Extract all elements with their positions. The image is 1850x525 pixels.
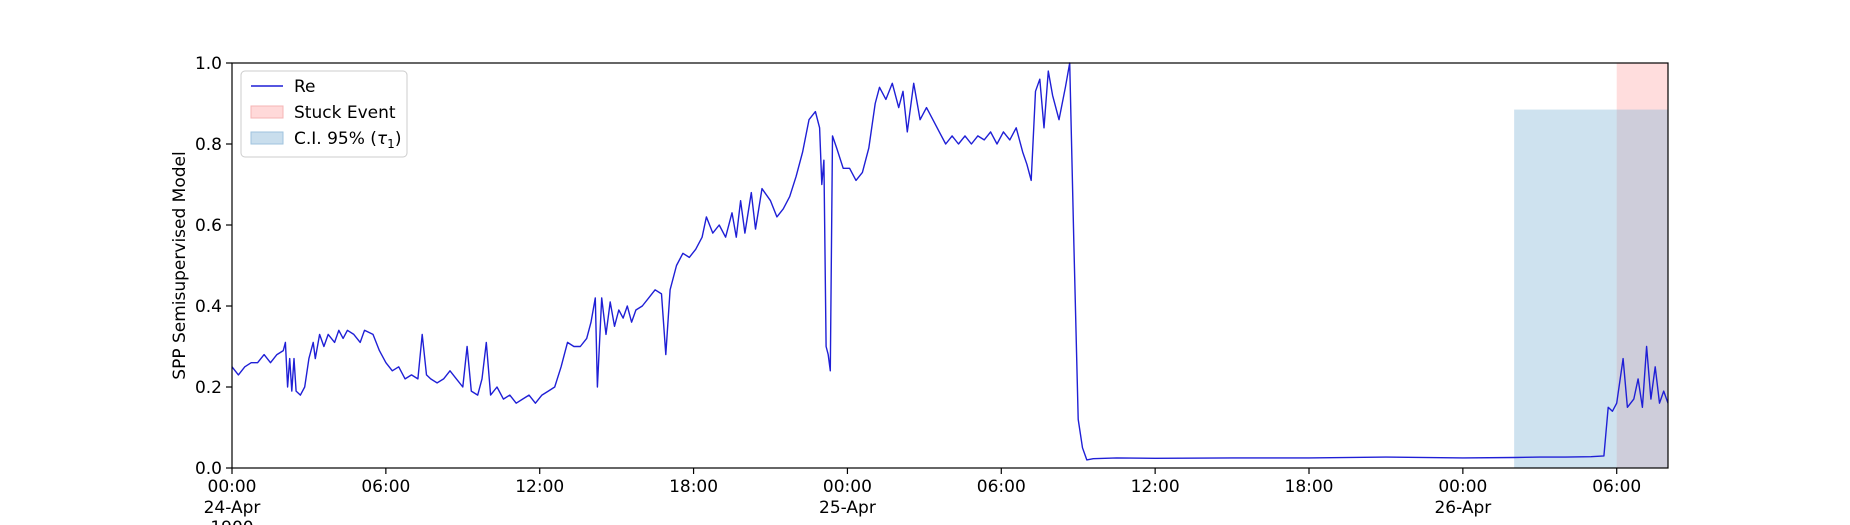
x-tick-label: 06:00 [361, 477, 410, 497]
x-tick-date-label: 25-Apr [819, 498, 876, 518]
y-axis: 0.0 0.2 0.4 0.6 0.8 1.0 [195, 54, 232, 479]
y-axis-label: SPP Semisupervised Model [170, 151, 190, 379]
confidence-interval-span [1514, 109, 1668, 468]
legend-patch-swatch [250, 105, 284, 119]
highlight-spans [1514, 63, 1668, 468]
x-tick-label: 12:00 [515, 477, 564, 497]
legend: Re Stuck Event C.I. 95% (τ1) [240, 70, 408, 158]
x-tick-label: 06:00 [1592, 477, 1641, 497]
series-line-re [231, 62, 1669, 461]
y-tick-label: 0.2 [195, 378, 222, 398]
y-tick-label: 0.6 [195, 216, 222, 236]
legend-entry-label: Stuck Event [294, 103, 396, 123]
y-tick-label: 1.0 [195, 54, 222, 74]
y-tick-label: 0.8 [195, 135, 222, 155]
x-tick-label: 18:00 [669, 477, 718, 497]
series-lines [231, 62, 1669, 461]
legend-patch-swatch [250, 131, 284, 145]
x-tick-label: 12:00 [1131, 477, 1180, 497]
x-tick-label: 06:00 [977, 477, 1026, 497]
plot-frame [231, 62, 1669, 469]
x-tick-label: 18:00 [1285, 477, 1334, 497]
x-axis: 00:0024-Apr190006:0012:0018:0000:0025-Ap… [204, 468, 1641, 525]
x-tick-label: 00:00 [208, 477, 257, 497]
legend-entry-label: Re [294, 77, 316, 97]
y-tick-label: 0.0 [195, 459, 222, 479]
x-tick-year-label: 1900 [210, 518, 253, 525]
legend-entry-label: C.I. 95% (τ1) [294, 129, 401, 151]
y-tick-label: 0.4 [195, 297, 222, 317]
x-tick-label: 00:00 [823, 477, 872, 497]
x-tick-label: 00:00 [1438, 477, 1487, 497]
x-tick-date-label: 24-Apr [204, 498, 261, 518]
x-tick-date-label: 26-Apr [1434, 498, 1491, 518]
